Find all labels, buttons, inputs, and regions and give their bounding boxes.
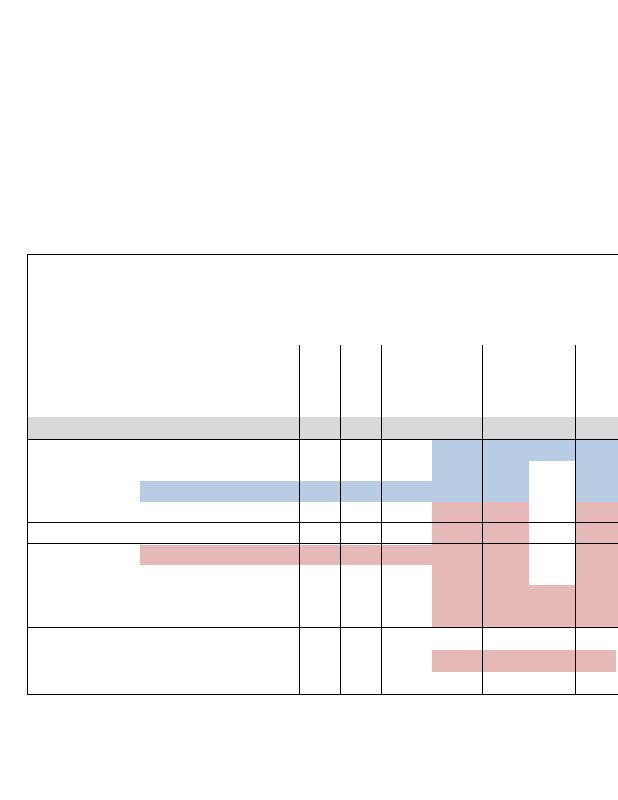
column-divider-4 [482,345,483,695]
column-divider-5 [575,345,576,695]
rule-section-2 [28,543,618,544]
red-lower-band [529,585,575,627]
rule-header-bottom [28,439,618,440]
red-column-band [483,502,529,627]
rule-section-1 [28,522,618,523]
table-header-band [28,417,618,439]
blue-highlight-row [140,481,432,502]
column-divider-1 [299,345,300,695]
blue-column-band [483,461,529,502]
red-highlight-row [140,545,432,565]
red-highlight-bottom [432,650,616,672]
rule-section-3 [28,627,618,628]
column-divider-2 [340,345,341,695]
table-frame [27,254,618,695]
column-divider-3 [381,345,382,695]
white-gap-cell [529,461,575,585]
